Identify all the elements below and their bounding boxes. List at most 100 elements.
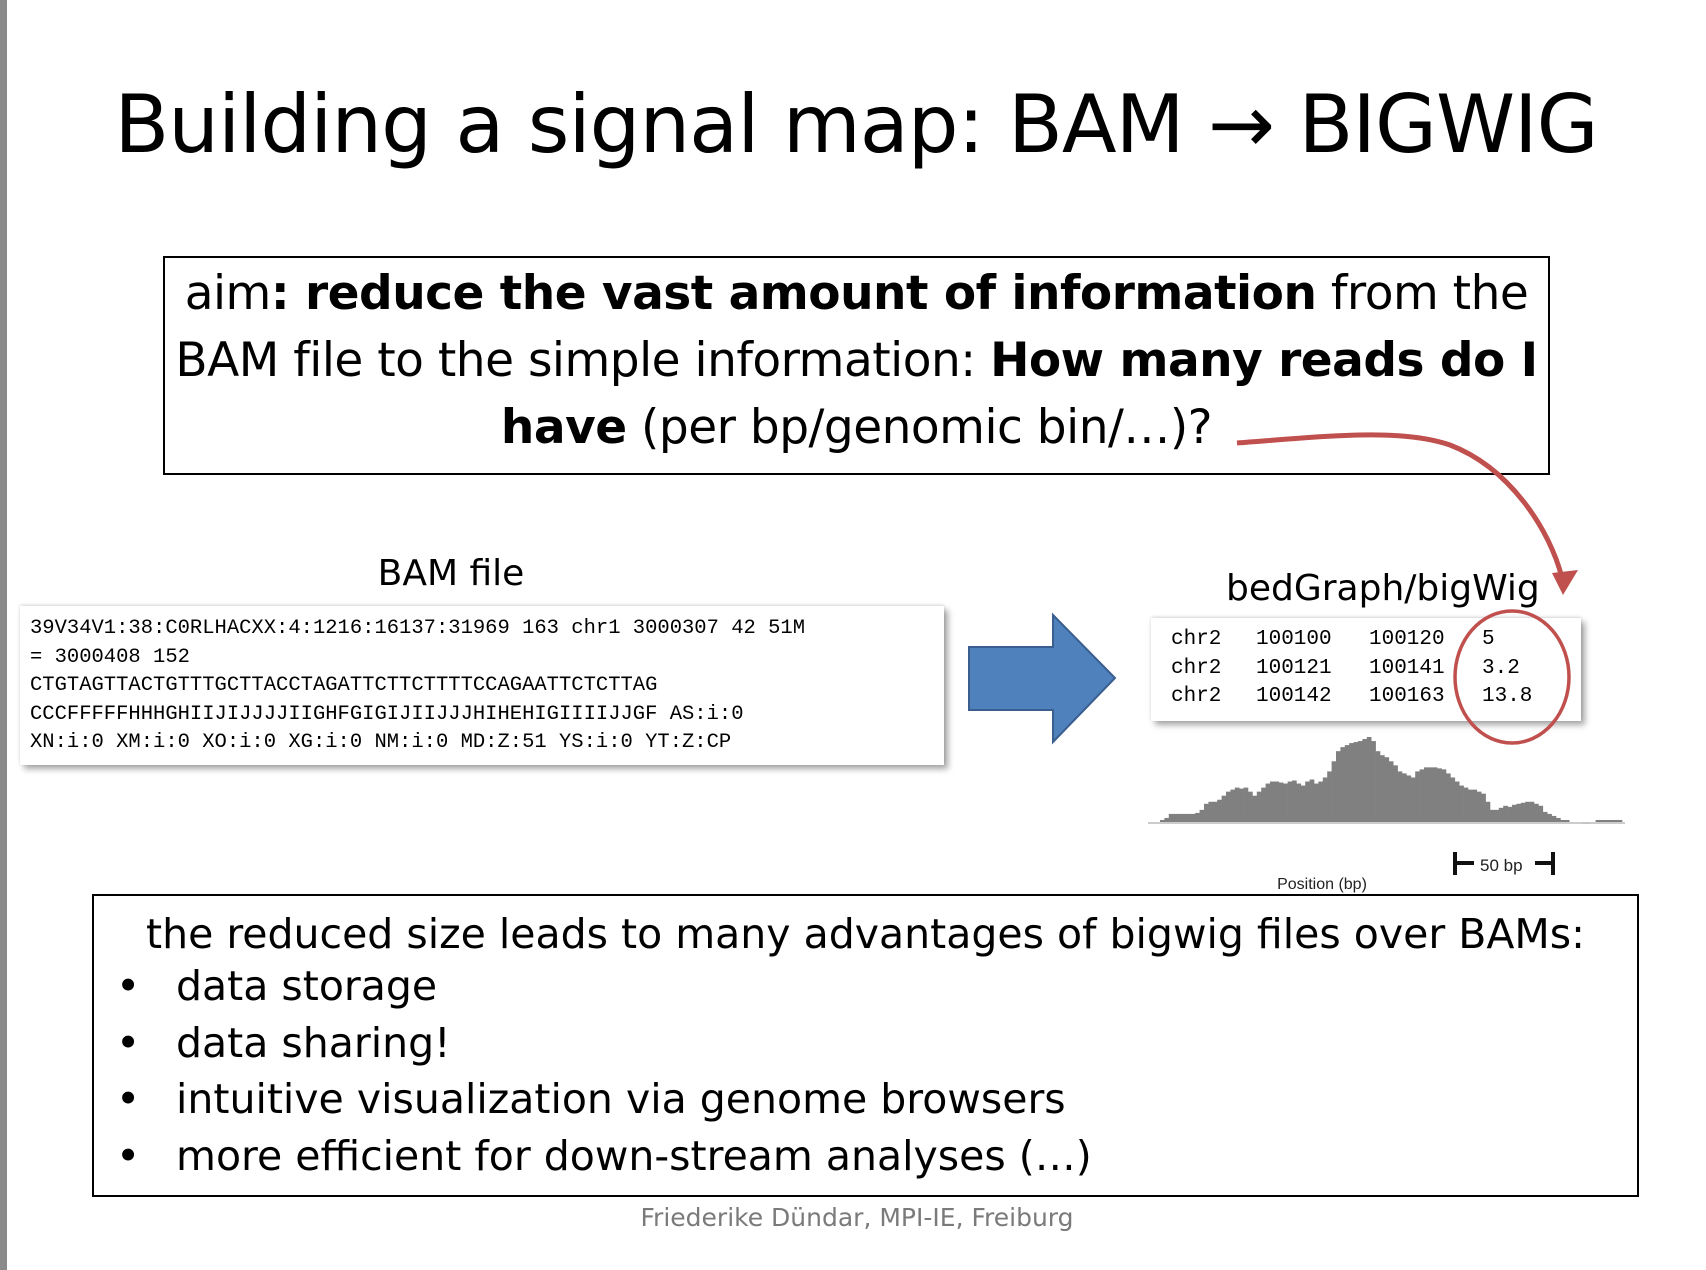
bedgraph-label: bedGraph/bigWig [1226, 568, 1540, 609]
list-item: • intuitive visualization via genome brow… [116, 1075, 1066, 1123]
bullet: • [116, 1019, 141, 1067]
signal-bar [1595, 819, 1601, 822]
signal-bar [1318, 781, 1324, 822]
signal-bar [1340, 747, 1346, 822]
signal-bar [1300, 785, 1306, 822]
signal-bar [1410, 777, 1416, 822]
signal-bar [1454, 781, 1460, 822]
signal-bar [1256, 791, 1262, 822]
signal-bar [1186, 813, 1192, 822]
scale-bar-label: 50 bp [1480, 856, 1523, 875]
signal-bar [1476, 791, 1482, 822]
signal-bar [1485, 801, 1491, 822]
signal-bar [1512, 804, 1517, 822]
bullet: • [116, 1132, 141, 1180]
signal-bar [1498, 807, 1504, 822]
signal-bar [1160, 819, 1165, 822]
signal-bar [1463, 787, 1469, 822]
signal-bar [1613, 819, 1618, 822]
signal-bar [1226, 791, 1231, 822]
signal-bar [1538, 805, 1544, 822]
signal-bar [1617, 819, 1623, 822]
right-arrow-icon [968, 612, 1117, 745]
bam-line: = 3000408 152 [30, 645, 190, 669]
advantages-box: the reduced size leads to many advantage… [92, 894, 1639, 1197]
signal-bar [1239, 788, 1244, 822]
signal-bar [1336, 751, 1341, 822]
signal-bar [1384, 757, 1390, 822]
signal-bar [1261, 787, 1266, 822]
signal-bar [1344, 745, 1350, 822]
signal-bar [1173, 813, 1178, 822]
cell: 100100 [1256, 628, 1332, 651]
cell: 13.8 [1482, 685, 1533, 708]
aim-bold-2: How many reads do I have [500, 333, 1538, 455]
signal-bar [1371, 741, 1376, 822]
signal-bar [1525, 801, 1530, 822]
signal-bar [1182, 813, 1187, 822]
list-item-text: intuitive visualization via genome brows… [176, 1075, 1066, 1123]
signal-bar [1327, 771, 1332, 822]
curved-arrow-head [1552, 570, 1578, 595]
bam-record-box: 39V34V1:38:C0RLHACXX:4:1216:16137:31969 … [20, 606, 944, 765]
signal-bar [1252, 795, 1258, 822]
cell: 100141 [1369, 656, 1445, 680]
curved-arrow [1236, 432, 1565, 579]
advantages-heading: the reduced size leads to many advantage… [146, 910, 1585, 958]
signal-bar [1494, 809, 1500, 822]
signal-bar [1428, 767, 1434, 822]
signal-bar [1322, 777, 1328, 822]
signal-bar [1419, 769, 1425, 822]
signal-bar [1190, 813, 1196, 822]
table-row: chr2 100100 100120 5 [1161, 626, 1532, 655]
signal-bar [1556, 817, 1561, 822]
signal-bar [1446, 773, 1451, 822]
list-item: • data sharing! [116, 1019, 451, 1067]
signal-bar [1204, 803, 1209, 822]
signal-bar [1481, 793, 1486, 822]
signal-bar [1292, 780, 1297, 822]
signal-bar [1437, 768, 1442, 822]
signal-histogram [1160, 737, 1623, 822]
signal-bar [1309, 779, 1315, 822]
signal-bar [1380, 755, 1385, 822]
cell: chr2 [1171, 685, 1222, 708]
cell: 5 [1482, 628, 1495, 651]
bam-line: CTGTAGTTACTGTTTGCTTACCTAGATTCTTCTTTTCCAG… [30, 674, 658, 697]
signal-bar [1177, 813, 1183, 822]
signal-bar [1490, 809, 1495, 822]
table-row: chr2 100142 100163 13.8 [1161, 683, 1532, 712]
list-item-text: data sharing! [176, 1019, 451, 1067]
slide-title: Building a signal map: BAM → BIGWIG [114, 78, 1598, 171]
cell: 100142 [1256, 685, 1332, 708]
signal-bar [1349, 743, 1354, 822]
signal-bar [1353, 742, 1359, 822]
bam-line: 39V34V1:38:C0RLHACXX:4:1216:16137:31969 … [30, 617, 806, 640]
bedgraph-box: chr2 100100 100120 5 chr2 100121 100141 3.2 ch… [1151, 618, 1581, 721]
signal-bar [1547, 813, 1552, 822]
signal-bar [1366, 737, 1372, 822]
list-item: • more efficient for down-stream analyses… [116, 1132, 1092, 1180]
signal-bar [1551, 815, 1557, 822]
aim-text-3: (per bp/genomic bin/…)? [626, 400, 1213, 455]
signal-bar [1520, 802, 1526, 822]
signal-bar [1516, 803, 1522, 822]
signal-bar [1168, 813, 1174, 822]
signal-bar [1406, 775, 1412, 822]
cell: 100163 [1369, 685, 1445, 708]
signal-bar [1234, 787, 1240, 822]
signal-bar [1564, 819, 1570, 822]
signal-bar [1296, 783, 1302, 822]
signal-bar [1608, 819, 1614, 822]
signal-bar [1243, 787, 1249, 822]
aim-text-2: from the BAM file to the simple informat… [175, 266, 1529, 388]
signal-bar [1600, 819, 1605, 822]
signal-bar [1424, 767, 1429, 822]
bam-line: CCCFFFFFHHHGHIIJIJJJJIIGHFGIGIJIIJJJHIHE… [30, 702, 744, 726]
aim-box: aim: reduce the vast amount of informati… [163, 256, 1550, 475]
signal-bar [1604, 819, 1610, 822]
signal-bar [1441, 769, 1447, 822]
bullet: • [116, 1075, 141, 1123]
cell: chr2 [1171, 656, 1222, 680]
